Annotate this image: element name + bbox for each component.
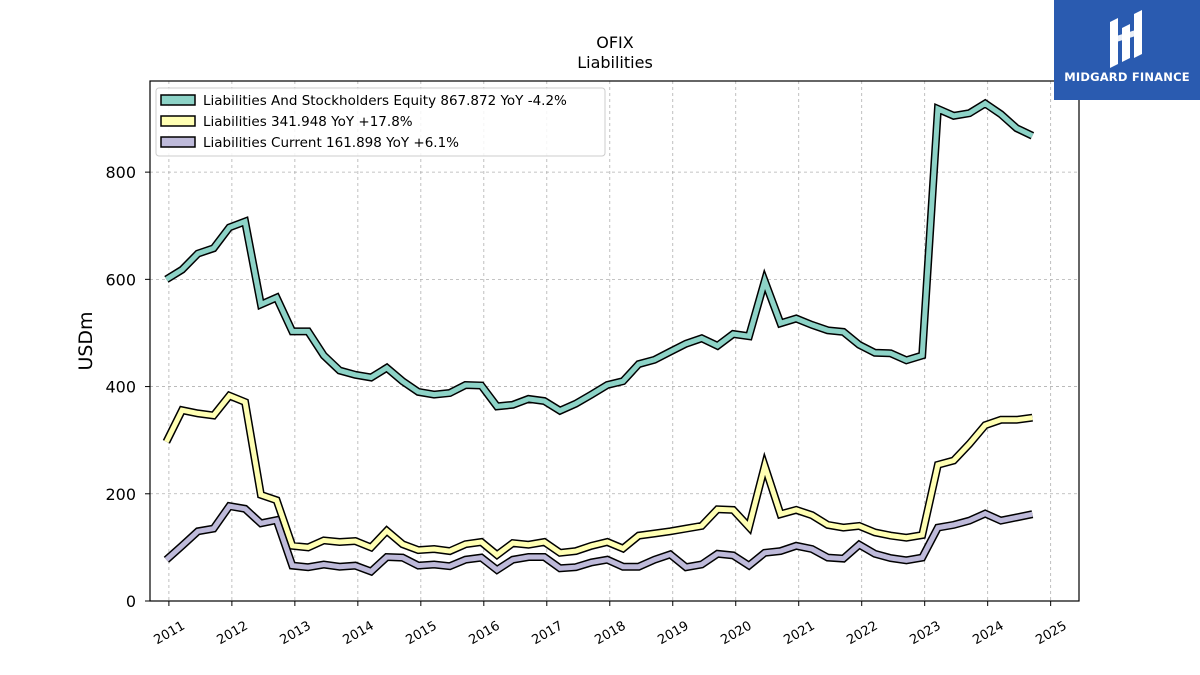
legend-swatch-liabilities <box>160 115 196 127</box>
series-line <box>164 503 1033 575</box>
legend-label-equity: Liabilities And Stockholders Equity 867.… <box>203 93 567 109</box>
y-tick-label: 0 <box>126 592 136 611</box>
x-tick-label: 2016 <box>466 619 502 649</box>
y-axis-label: USDm <box>75 311 97 370</box>
logo-brand-text: MIDGARD FINANCE <box>1064 70 1190 84</box>
plot-frame <box>149 80 1080 602</box>
legend-entry-equity: Liabilities And Stockholders Equity 867.… <box>160 93 567 109</box>
legend-label-liabilities-current: Liabilities Current 161.898 YoY +6.1% <box>203 135 459 151</box>
series-3 <box>163 501 1034 577</box>
y-tick-label: 800 <box>105 163 136 182</box>
x-tick-label: 2021 <box>781 619 817 649</box>
x-tick-label: 2024 <box>970 619 1006 649</box>
legend-entry-liabilities-current: Liabilities Current 161.898 YoY +6.1% <box>160 135 459 151</box>
x-tick-label: 2022 <box>844 619 880 649</box>
y-tick-label: 600 <box>105 270 136 289</box>
x-tick-label: 2025 <box>1033 619 1069 649</box>
x-tick-label: 2015 <box>403 619 439 649</box>
x-tick-label: 2011 <box>152 619 188 649</box>
y-tick-label: 400 <box>105 378 136 397</box>
x-tick-label: 2014 <box>341 619 377 649</box>
chart-subtitle: Liabilities <box>577 53 653 72</box>
x-tick-label: 2012 <box>215 619 251 649</box>
series-line <box>165 100 1034 414</box>
grid <box>150 81 1079 602</box>
series-1 <box>164 98 1035 416</box>
x-tick-label: 2019 <box>655 619 691 649</box>
y-tick-label: 200 <box>105 485 136 504</box>
series-lines <box>162 98 1035 577</box>
x-tick-label: 2013 <box>278 619 314 649</box>
legend: Liabilities And Stockholders Equity 867.… <box>155 87 606 157</box>
x-tick-label: 2020 <box>718 619 754 649</box>
series-line-outline <box>162 390 1033 560</box>
legend-label-liabilities: Liabilities 341.948 YoY +17.8% <box>203 114 413 130</box>
x-tick-label: 2023 <box>907 619 943 649</box>
series-2 <box>162 390 1033 560</box>
x-tick-label: 2018 <box>592 619 628 649</box>
series-line <box>164 392 1033 559</box>
legend-swatch-equity <box>160 94 196 106</box>
chart-title: OFIX <box>596 33 634 52</box>
x-tick-label: 2017 <box>529 619 565 649</box>
legend-entry-liabilities: Liabilities 341.948 YoY +17.8% <box>160 114 413 130</box>
logo-mark-icon <box>1110 10 1142 68</box>
legend-box <box>155 87 606 157</box>
company-logo: MIDGARD FINANCE <box>1054 0 1200 100</box>
legend-swatch-liabilities-current <box>160 136 196 148</box>
